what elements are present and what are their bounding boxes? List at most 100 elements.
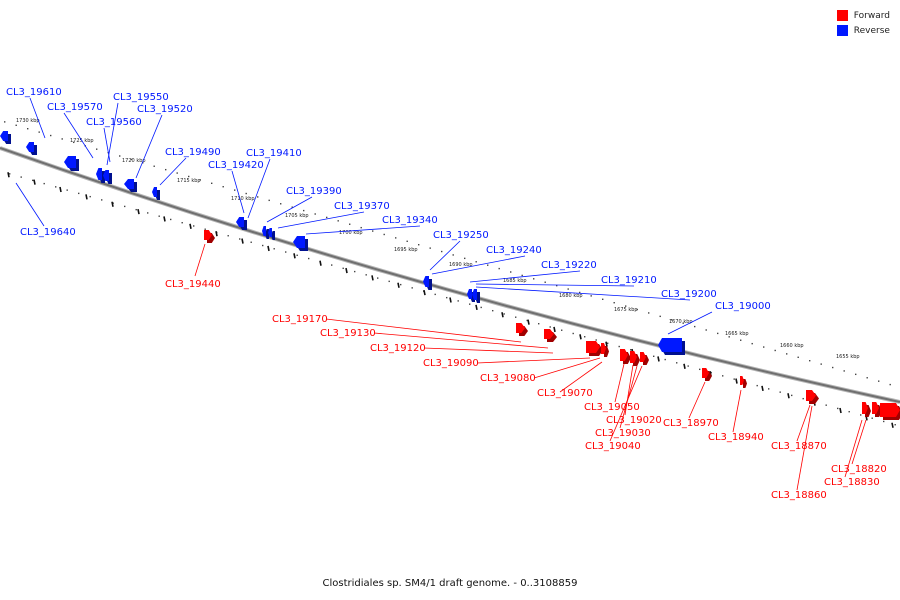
reverse-track-dot (130, 158, 132, 161)
reverse-gene[interactable] (236, 217, 247, 230)
reverse-track-dot (349, 223, 351, 225)
reverse-gene[interactable] (658, 338, 685, 355)
gene-body (268, 228, 272, 237)
forward-gene[interactable] (601, 343, 609, 357)
leader-line (29, 97, 46, 139)
ruler-tick-label: 1685 kbp (503, 278, 527, 284)
forward-track-dot (434, 293, 436, 296)
reverse-gene[interactable] (268, 228, 275, 240)
reverse-track-dot (809, 360, 811, 362)
forward-track-dot (158, 215, 160, 217)
forward-track-dash (553, 326, 556, 333)
forward-gene[interactable] (740, 376, 747, 388)
forward-track-dot (400, 283, 402, 286)
reverse-track-dot (326, 216, 328, 219)
forward-track-dot (273, 248, 275, 250)
forward-swatch (836, 10, 848, 21)
reverse-track-dot (441, 250, 443, 253)
gene-features[interactable] (0, 131, 900, 420)
forward-gene[interactable] (880, 403, 900, 420)
gene-body (293, 236, 305, 248)
reverse-gene[interactable] (152, 187, 160, 200)
reverse-track-dot (659, 315, 661, 318)
legend-reverse-label: Reverse (853, 25, 890, 36)
reverse-track-dot (786, 353, 788, 355)
forward-track-dash (449, 297, 452, 303)
forward-gene[interactable] (516, 323, 528, 336)
ruler-tick-label: 1730 kbp (16, 118, 40, 124)
forward-gene[interactable] (586, 341, 603, 356)
reverse-track-dot (222, 186, 224, 188)
reverse-track-dot (797, 356, 799, 358)
forward-track-dot (699, 368, 701, 371)
forward-gene-label: CL3_18970 (663, 418, 719, 429)
reverse-track-dot (682, 322, 684, 324)
leader-line (609, 365, 643, 442)
forward-track-dot (469, 303, 471, 305)
forward-gene[interactable] (806, 390, 819, 404)
leader-line (15, 182, 45, 227)
gene-body (236, 217, 244, 227)
ruler-tick-label: 1675 kbp (614, 307, 638, 313)
forward-gene[interactable] (620, 349, 631, 364)
forward-gene-label: CL3_18940 (708, 432, 764, 443)
forward-track-dot (768, 388, 770, 390)
forward-gene[interactable] (630, 351, 640, 366)
reverse-track-dot (96, 148, 98, 150)
forward-track-dash (345, 267, 348, 274)
reverse-gene[interactable] (96, 168, 105, 183)
reverse-gene[interactable] (262, 226, 269, 239)
ruler-tick-label: 1695 kbp (394, 247, 418, 253)
leader-line (614, 363, 625, 403)
reverse-gene[interactable] (26, 142, 37, 155)
gene-body (124, 179, 134, 189)
forward-gene-label: CL3_19050 (584, 402, 640, 413)
reverse-track-dot (774, 349, 776, 352)
forward-track-dot (193, 225, 195, 227)
forward-track-dash (735, 378, 738, 384)
reverse-gene[interactable] (293, 236, 308, 251)
gene-body (103, 170, 109, 181)
forward-track-dot (342, 267, 344, 270)
forward-track-dash (189, 223, 192, 229)
leader-line (667, 311, 713, 335)
ruler-tick-label: 1700 kbp (339, 230, 363, 236)
reverse-track-dot (291, 206, 293, 208)
reverse-gene[interactable] (124, 179, 137, 192)
forward-track-dot (515, 316, 517, 318)
reverse-gene[interactable] (103, 170, 112, 184)
reverse-track-dot (694, 325, 696, 328)
leader-line (533, 357, 601, 379)
forward-track-dot (894, 424, 896, 426)
reverse-gene[interactable] (0, 131, 11, 144)
forward-gene[interactable] (702, 368, 712, 381)
reverse-track-dot (15, 124, 17, 126)
reverse-gene[interactable] (423, 276, 432, 290)
reverse-track-dot (556, 284, 558, 287)
ruler-tick-label: 1655 kbp (836, 354, 860, 360)
ruler-tick-label: 1720 kbp (122, 158, 146, 164)
forward-gene[interactable] (640, 352, 649, 365)
forward-track-dot (756, 384, 758, 387)
forward-track-dot (883, 420, 885, 423)
forward-gene[interactable] (544, 329, 557, 342)
reverse-track-dot (728, 336, 730, 338)
forward-gene[interactable] (862, 402, 871, 417)
forward-track-dash (761, 385, 764, 392)
reverse-track-dot (314, 213, 316, 215)
forward-track-dot (285, 251, 287, 253)
gene-body (152, 187, 157, 197)
reverse-gene-label: CL3_19000 (715, 301, 771, 312)
forward-track-dash (163, 216, 166, 222)
forward-track-dot (802, 397, 804, 400)
leader-line (732, 389, 742, 433)
forward-gene-label: CL3_18830 (824, 477, 880, 488)
forward-track-dot (377, 277, 379, 279)
reverse-gene[interactable] (64, 156, 79, 171)
forward-track-dash (215, 231, 218, 237)
reverse-gene-label: CL3_19560 (86, 117, 142, 128)
forward-gene-label: CL3_19070 (537, 388, 593, 399)
forward-track-dot (779, 391, 781, 393)
forward-gene[interactable] (204, 230, 215, 243)
reverse-gene[interactable] (472, 289, 480, 303)
